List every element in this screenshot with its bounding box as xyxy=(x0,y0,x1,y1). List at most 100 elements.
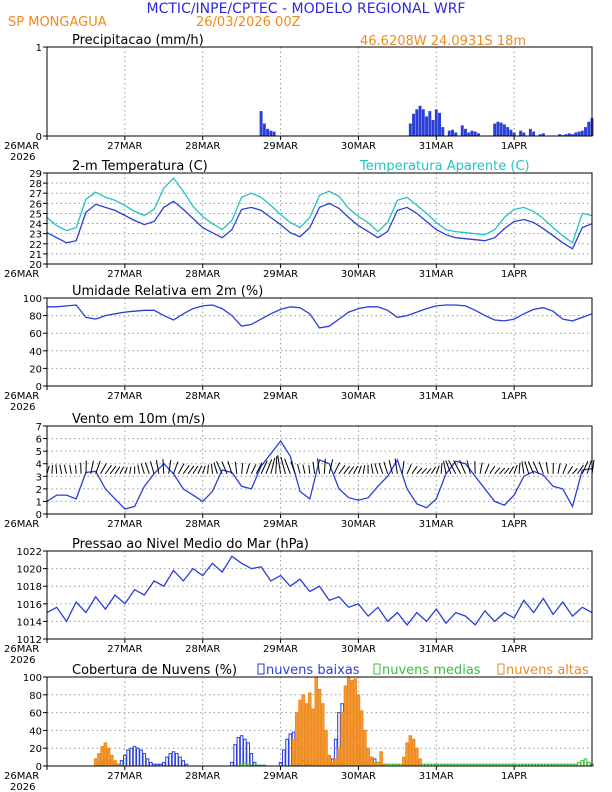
wind-arrow xyxy=(357,465,362,474)
wind-arrow xyxy=(277,455,282,474)
wind-arrow xyxy=(333,462,341,474)
wind-arrow xyxy=(378,462,384,474)
precip-bar xyxy=(428,111,432,136)
precip-bar xyxy=(506,127,510,136)
x-tick-label: 29MAR xyxy=(263,391,298,402)
wind-arrow xyxy=(576,464,584,475)
legend-label: nuvens medias xyxy=(382,663,481,678)
cloud-bar-nuvens-medias xyxy=(586,761,591,767)
wind-arrow xyxy=(443,460,447,474)
x-tick-label: 29MAR xyxy=(263,269,298,280)
wind-arrow xyxy=(162,458,165,474)
precip-bar xyxy=(493,123,497,136)
panel-frame xyxy=(46,425,593,515)
precip-bar xyxy=(269,130,273,136)
cloud-bar-nuvens-altas xyxy=(100,745,104,767)
wind-arrow xyxy=(155,460,160,474)
wind-arrow xyxy=(140,463,145,474)
wind-arrow xyxy=(308,465,311,474)
wind-arrow xyxy=(213,462,218,474)
wind-arrow xyxy=(572,468,578,475)
x-tick-label: 31MAR xyxy=(419,644,454,655)
panel-frame xyxy=(46,676,593,767)
series-line-2 xyxy=(46,177,593,244)
x-tick-label: 30MAR xyxy=(341,519,376,530)
wind-arrow xyxy=(484,464,490,474)
wind-arrow xyxy=(312,461,316,474)
cloud-bar-nuvens-baixas xyxy=(285,738,289,767)
precip-bar xyxy=(476,133,480,136)
cloud-bar-nuvens-baixas xyxy=(243,738,247,767)
precip-bar xyxy=(425,116,429,136)
series-line-1 xyxy=(46,200,593,250)
precip-bar xyxy=(577,131,581,136)
x-tick-label: 29MAR xyxy=(263,644,298,655)
wind-arrow xyxy=(284,458,291,474)
wind-arrow xyxy=(227,460,233,474)
wind-arrow xyxy=(95,460,101,474)
cloud-bar-nuvens-altas xyxy=(415,747,419,767)
x-tick-label: 26MAR xyxy=(4,644,39,655)
cloud-bar-nuvens-altas xyxy=(311,708,315,767)
wind-arrow xyxy=(144,462,150,474)
panel-4: 0 12 34 56 7 26MAR 27MAR 28MAR 29MAR 30MAR 31MAR 1A… xyxy=(4,412,595,530)
cloud-bar-nuvens-altas xyxy=(97,753,101,767)
cloud-bar-nuvens-baixas xyxy=(132,745,137,767)
wind-arrow xyxy=(348,466,355,475)
wind-arrow xyxy=(411,466,418,475)
cloud-bar-nuvens-altas xyxy=(411,738,416,767)
precip-bar xyxy=(431,119,435,136)
cloud-bar-nuvens-altas xyxy=(327,754,332,767)
precip-bar xyxy=(266,128,270,136)
precip-bar xyxy=(470,130,474,136)
x-tick-label: 31MAR xyxy=(419,391,454,402)
wind-arrow xyxy=(430,466,436,475)
y-tick-label: 0 xyxy=(36,510,42,521)
x-tick-label: 1APR xyxy=(501,771,527,782)
x-tick-label: 28MAR xyxy=(185,519,220,530)
wind-arrow xyxy=(197,465,203,474)
x-tick-label: 29MAR xyxy=(263,519,298,530)
cloud-bar-nuvens-altas xyxy=(350,680,354,767)
x-tick-label: 28MAR xyxy=(185,269,220,280)
precip-bar xyxy=(519,130,523,136)
y-tick-label: 3 xyxy=(36,472,42,483)
wind-arrow xyxy=(459,460,466,474)
wind-arrow xyxy=(260,460,268,474)
cloud-bar-nuvens-altas xyxy=(359,710,364,767)
x-tick-label: 29MAR xyxy=(263,141,298,152)
wind-arrow xyxy=(177,463,185,475)
precip-bar xyxy=(408,123,412,136)
cloud-bar-nuvens-altas xyxy=(298,699,302,767)
wind-arrow xyxy=(216,461,223,474)
cloud-bar-nuvens-altas xyxy=(346,676,351,767)
y-tick-label: 60 xyxy=(29,329,42,340)
wind-arrow xyxy=(323,458,326,474)
y-tick-label: 23 xyxy=(29,230,42,241)
header-coords: 46.6208W 24.0931S 18m xyxy=(360,34,526,49)
x-tick-label: 31MAR xyxy=(419,141,454,152)
precip-bar xyxy=(496,121,500,136)
cloud-bar-nuvens-altas xyxy=(307,692,312,767)
y-tick-label: 2 xyxy=(36,485,42,496)
legend-apparent-temperature: Temperatura Aparente (C) xyxy=(359,159,530,174)
wind-arrow xyxy=(104,465,112,475)
wind-arrow xyxy=(250,464,257,474)
y-tick-label: 20 xyxy=(29,744,42,755)
wind-arrow xyxy=(416,467,423,475)
y-tick-label: 7 xyxy=(36,422,42,433)
cloud-bar-nuvens-altas xyxy=(418,758,422,767)
wind-arrow xyxy=(508,466,514,475)
legend-label: nuvens altas xyxy=(506,663,589,678)
y-tick-label: 100 xyxy=(23,673,42,684)
y-tick-label: 5 xyxy=(36,447,42,458)
wind-arrow xyxy=(119,466,125,475)
precip-bar xyxy=(538,134,542,136)
cloud-bar-nuvens-altas xyxy=(301,694,306,767)
wind-arrow xyxy=(202,465,206,474)
precip-bar xyxy=(522,132,526,136)
y-tick-label: 40 xyxy=(29,347,42,358)
wind-arrow xyxy=(401,460,405,474)
